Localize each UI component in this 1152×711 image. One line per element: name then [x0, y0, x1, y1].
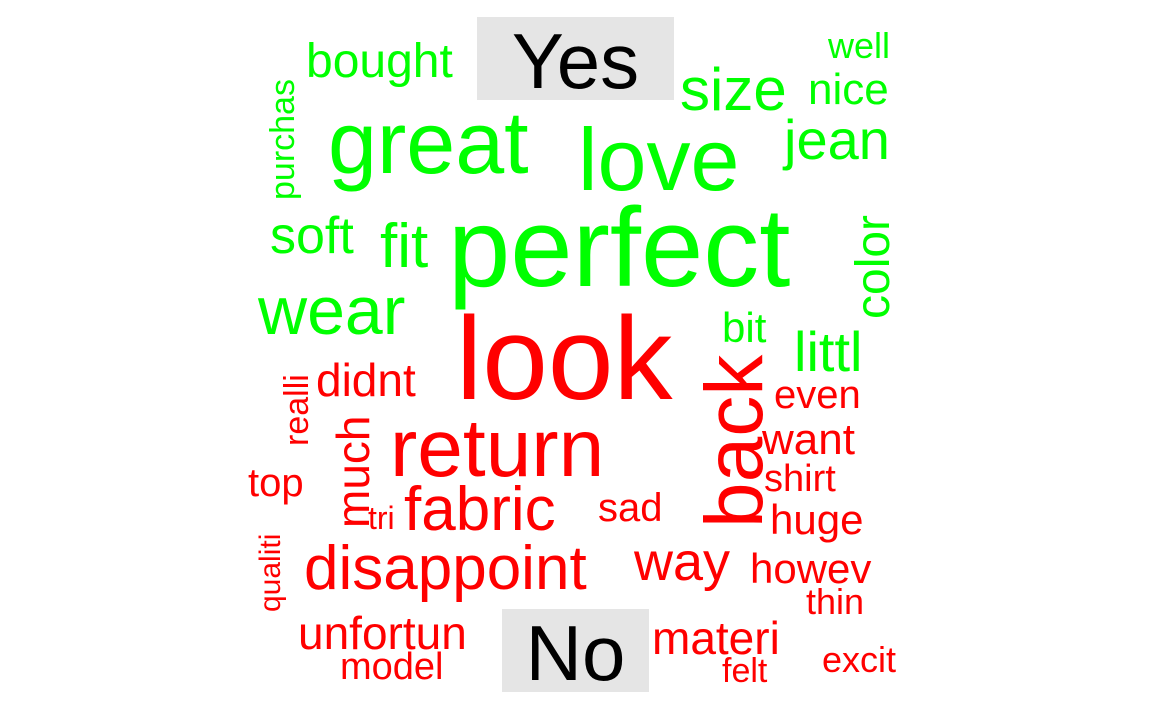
word-well: well [828, 25, 891, 66]
word-nice: nice [808, 65, 889, 114]
group-label-no: No [502, 609, 649, 697]
word-shirt: shirt [764, 458, 836, 500]
word-wear: wear [258, 273, 406, 349]
word-bought: bought [306, 35, 453, 88]
word-perfect: perfect [448, 185, 791, 310]
word-howev: howev [750, 545, 872, 592]
word-love: love [578, 110, 740, 209]
group-label-yes: Yes [477, 17, 674, 105]
word-huge: huge [770, 496, 864, 543]
word-unfortun: unfortun [298, 607, 467, 659]
word-qualiti: qualiti [254, 533, 287, 612]
word-fabric: fabric [404, 475, 556, 544]
word-felt: felt [722, 652, 768, 690]
word-materi: materi [652, 612, 780, 664]
word-didnt: didnt [316, 354, 416, 406]
word-want: want [762, 415, 855, 464]
word-look: look [456, 293, 673, 425]
word-realli: realli [278, 374, 316, 446]
word-thin: thin [806, 581, 865, 622]
word-even: even [774, 373, 861, 417]
word-soft: soft [270, 207, 354, 265]
word-top: top [248, 461, 304, 505]
word-great: great [328, 93, 529, 192]
word-disappoint: disappoint [304, 534, 587, 603]
word-purchas: purchas [264, 79, 302, 200]
word-excit: excit [822, 639, 897, 680]
word-way: way [634, 532, 731, 592]
word-size: size [680, 56, 787, 123]
word-fit: fit [380, 212, 429, 281]
word-color: color [847, 214, 900, 319]
word-model: model [340, 646, 444, 688]
word-littl: littl [794, 320, 863, 383]
word-return: return [390, 403, 605, 494]
word-bit: bit [722, 304, 767, 351]
word-sad: sad [598, 486, 663, 530]
word-jean: jean [784, 108, 890, 171]
word-tri: tri [368, 500, 395, 536]
